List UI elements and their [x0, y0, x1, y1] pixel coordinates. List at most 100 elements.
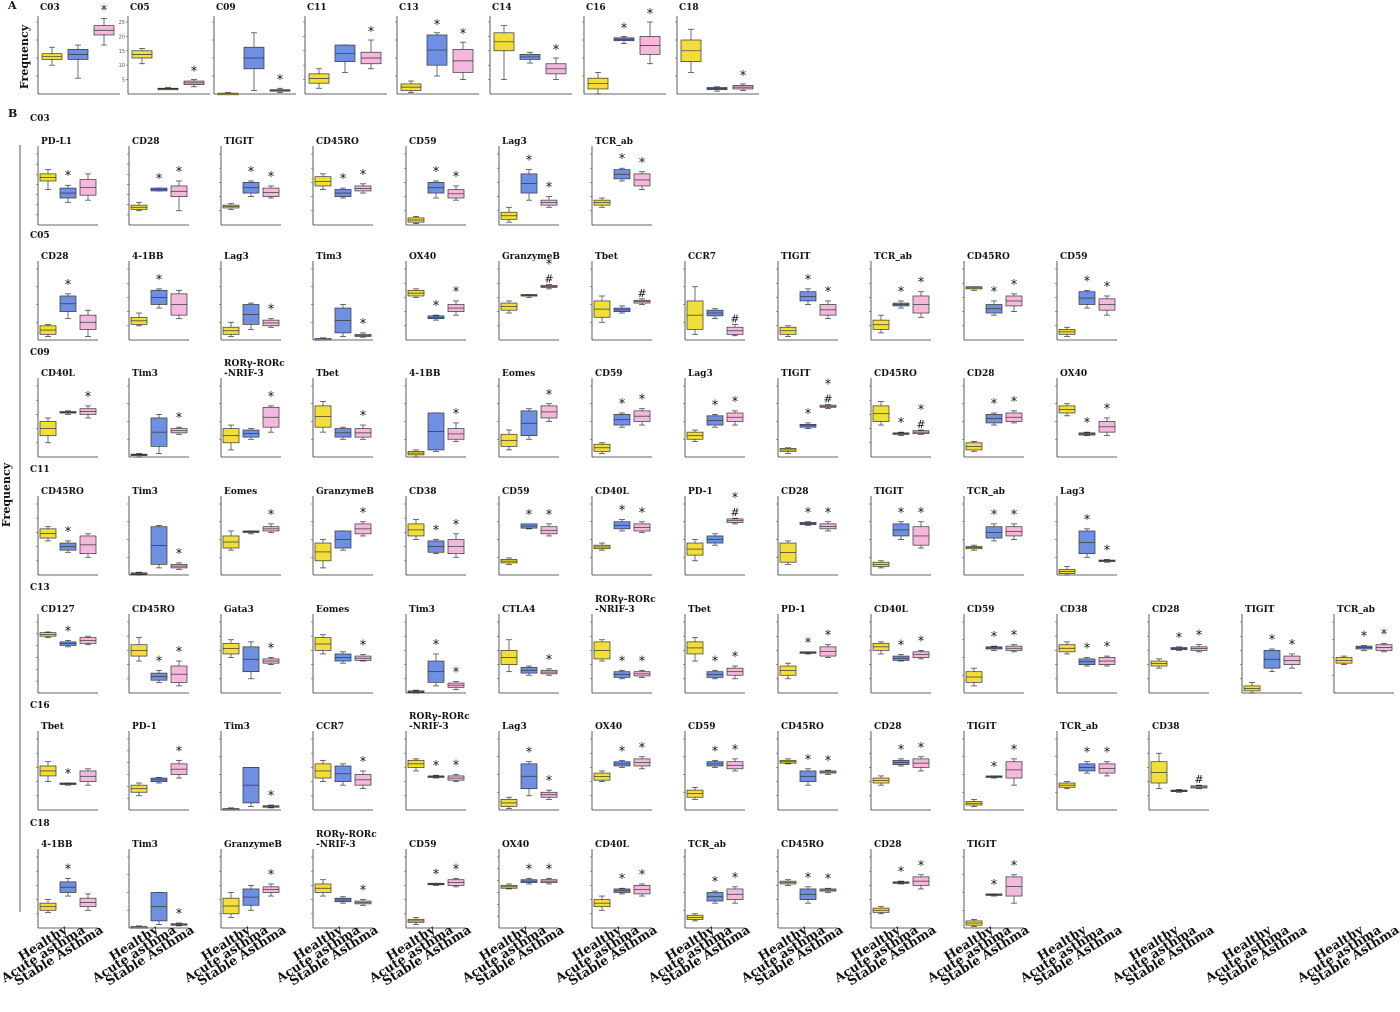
panel-C18-CD59: CD59 * * — [404, 840, 466, 929]
significance-star: * — [825, 506, 832, 521]
panel-a-title: C05 — [130, 3, 150, 13]
panel-a-C16: ** — [582, 7, 666, 95]
panel-C11-TCR_ab: TCR_ab * * — [962, 487, 1024, 576]
panel-C13-CD40L: CD40L * * — [869, 605, 931, 694]
significance-star: * — [898, 285, 905, 300]
panel-title: CD59 — [967, 605, 995, 615]
panel-a-C13: ** — [395, 16, 479, 95]
panel-C13-Gata3: Gata3 * — [219, 605, 281, 694]
panel-C09-TIGIT: TIGIT**# — [776, 369, 838, 458]
group-label: C13 — [30, 583, 50, 593]
panel-title: CD45RO — [41, 487, 84, 497]
panel-title: CD45RO — [874, 369, 917, 379]
group-label: C03 — [30, 114, 50, 124]
panel-C13-CD38: CD38 * * — [1055, 605, 1117, 694]
panel-title: RORγ-RORc — [316, 830, 377, 840]
significance-star: * — [825, 285, 832, 300]
panel-C13-TIGIT: TIGIT * * — [1240, 605, 1302, 694]
panel-C03-PD-L1: PD-L1 * — [36, 137, 98, 226]
panel-C09-CD40L: CD40L * — [36, 369, 98, 458]
significance-star: * — [918, 859, 925, 874]
significance-star: * — [1011, 395, 1018, 410]
significance-hash: # — [916, 418, 925, 431]
panel-C11-GranzymeB: GranzymeB * — [311, 487, 374, 576]
panel-title: Tim3 — [224, 722, 250, 732]
panel-title: RORγ-RORc — [224, 359, 285, 369]
significance-star: * — [460, 27, 467, 42]
panel-C13-TCR_ab: TCR_ab * * — [1332, 605, 1394, 694]
group-label: C18 — [30, 819, 50, 829]
significance-star: * — [1196, 629, 1203, 644]
significance-star: * — [176, 165, 183, 180]
panel-title: TCR_ab — [1060, 722, 1098, 732]
significance-star: * — [825, 377, 832, 392]
significance-star: * — [898, 416, 905, 431]
significance-star: * — [191, 65, 198, 80]
panel-title: OX40 — [595, 722, 622, 732]
significance-star: * — [433, 524, 440, 539]
significance-star: * — [639, 156, 646, 171]
significance-star: * — [360, 755, 367, 770]
panel-title: Lag3 — [1060, 487, 1085, 497]
panel-title: Eomes — [502, 369, 535, 379]
panel-title: TIGIT — [781, 369, 811, 379]
panel-title: OX40 — [502, 840, 529, 850]
panel-C11-CD28: CD28 * * — [776, 487, 838, 576]
panel-title: -NRIF-3 — [595, 605, 635, 615]
significance-star: * — [647, 7, 654, 22]
significance-star: * — [621, 21, 628, 36]
panel-a-C03: * — [36, 3, 120, 95]
panel-title: 4-1BB — [41, 840, 73, 850]
significance-star: * — [176, 645, 183, 660]
significance-star: * — [1289, 638, 1296, 653]
significance-star: * — [546, 862, 553, 877]
panel-C03-CD59: CD59 * * — [404, 137, 466, 226]
panel-title: TIGIT — [224, 137, 254, 147]
significance-star: * — [1104, 640, 1111, 655]
significance-star: * — [732, 650, 739, 665]
box-healthy — [130, 926, 148, 929]
significance-star: * — [453, 862, 460, 877]
significance-star: * — [1104, 280, 1111, 295]
significance-star: * — [740, 69, 747, 84]
significance-star: * — [65, 278, 72, 293]
significance-star: * — [918, 403, 925, 418]
panel-title: TCR_ab — [595, 137, 633, 147]
panel-C13-CD59: CD59 * * — [962, 605, 1024, 694]
significance-hash: # — [823, 392, 832, 405]
significance-star: * — [546, 508, 553, 523]
panel-title: PD-1 — [132, 722, 157, 732]
panel-title: 4-1BB — [132, 252, 164, 262]
panel-C11-CD45RO: CD45RO * — [36, 487, 98, 576]
panel-title: OX40 — [1060, 369, 1087, 379]
panel-title: CD28 — [1152, 605, 1180, 615]
significance-star: * — [805, 753, 812, 768]
significance-star: * — [918, 741, 925, 756]
significance-star: * — [805, 506, 812, 521]
significance-star: * — [546, 653, 553, 668]
panel-C18-TCR_ab: TCR_ab * * — [683, 840, 745, 929]
panel-C16-TIGIT: TIGIT * * — [962, 722, 1024, 811]
y-tick-label: 10 — [119, 63, 125, 69]
panel-C05-TIGIT: TIGIT * * — [776, 252, 838, 341]
panel-a-C14: * — [488, 16, 572, 95]
panel-C11-Eomes: Eomes * — [219, 487, 281, 576]
panel-title: CD38 — [409, 487, 437, 497]
group-label: C16 — [30, 701, 50, 711]
significance-hash: # — [730, 312, 739, 325]
panel-title: Gata3 — [224, 605, 254, 615]
panel-title: TIGIT — [967, 840, 997, 850]
panel-C09-Tbet: Tbet * — [311, 369, 373, 458]
significance-star: * — [453, 407, 460, 422]
y-tick-label: 5 — [122, 78, 125, 84]
significance-star: * — [176, 907, 183, 922]
panel-C13-RORγ-RORc-NRIF-3: RORγ-RORc-NRIF-3 * * — [590, 595, 656, 694]
panel-title: TIGIT — [874, 487, 904, 497]
panel-C13-CD127: CD127 * — [36, 605, 98, 694]
significance-star: * — [991, 630, 998, 645]
panel-a-title: C13 — [399, 3, 419, 13]
significance-star: * — [639, 393, 646, 408]
significance-star: * — [268, 390, 275, 405]
panel-title: Tbet — [316, 369, 340, 379]
panel-C11-CD38: CD38 * * — [404, 487, 466, 576]
